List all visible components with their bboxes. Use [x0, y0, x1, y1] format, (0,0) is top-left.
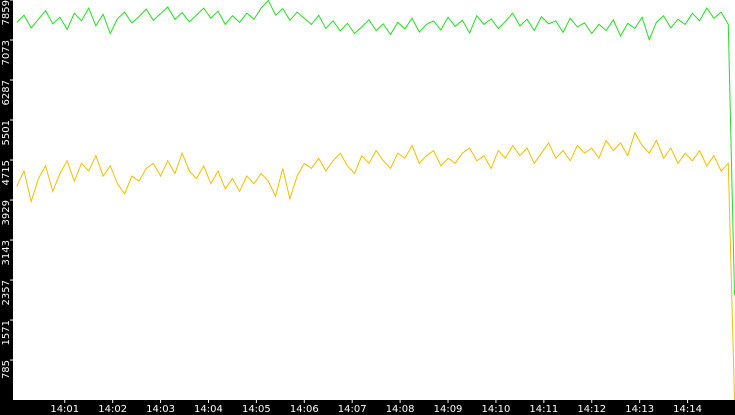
- y-tick-label: 785: [1, 360, 12, 379]
- y-tick-label: 5501: [1, 120, 12, 145]
- y-tick-label: 7859: [1, 0, 12, 25]
- x-tick-label: 14:13: [625, 404, 654, 415]
- y-tick-label: 3143: [1, 240, 12, 265]
- x-tick-label: 14:05: [242, 404, 271, 415]
- x-tick-label: 14:14: [673, 404, 702, 415]
- x-tick-label: 14:08: [386, 404, 415, 415]
- y-tick-label: 1571: [1, 320, 12, 345]
- y-tick-label: 7073: [1, 40, 12, 65]
- x-tick-label: 14:10: [482, 404, 511, 415]
- y-tick-label: 6287: [1, 80, 12, 105]
- x-tick-label: 14:06: [290, 404, 319, 415]
- x-tick-label: 14:03: [146, 404, 175, 415]
- x-tick-label: 14:11: [529, 404, 558, 415]
- y-tick-label: 4715: [1, 160, 12, 185]
- x-tick-label: 14:04: [194, 404, 223, 415]
- x-tick-label: 14:12: [577, 404, 606, 415]
- x-tick-label: 14:07: [338, 404, 367, 415]
- y-tick-label: 2357: [1, 280, 12, 305]
- x-tick-label: 14:02: [98, 404, 127, 415]
- series-line: [16, 0, 735, 296]
- x-axis-strip: [0, 400, 735, 415]
- series-line: [16, 131, 735, 401]
- x-tick-label: 14:01: [50, 404, 79, 415]
- x-tick-label: 14:09: [434, 404, 463, 415]
- y-tick-label: 3929: [1, 200, 12, 225]
- y-axis-strip: [0, 0, 13, 415]
